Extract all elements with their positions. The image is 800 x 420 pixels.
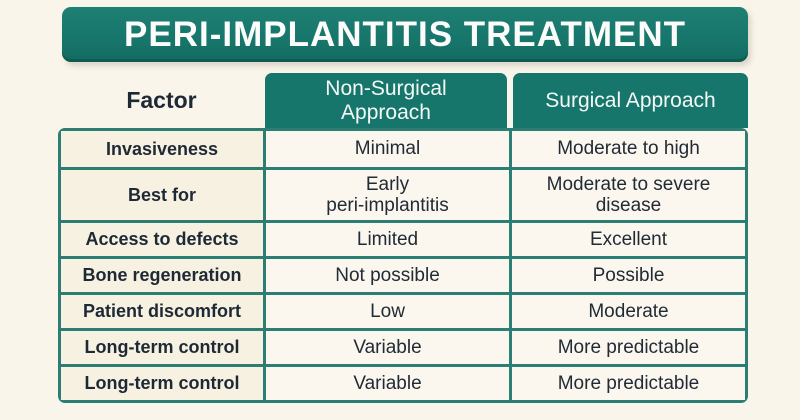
surgical-value-cell: Moderate to high [512, 131, 745, 167]
non-surgical-value-cell: Not possible [266, 259, 509, 292]
non-surgical-value-cell: Limited [266, 223, 509, 256]
surgical-value-cell: More predictable [512, 367, 745, 400]
factor-cell: Long-term control [61, 331, 263, 364]
non-surgical-value-cell: Variable [266, 331, 509, 364]
page-title: PERI-IMPLANTITIS TREATMENT [124, 14, 686, 54]
factor-cell: Best for [61, 170, 263, 220]
non-surgical-value-cell: Early peri-implantitis [266, 170, 509, 220]
surgical-value-cell: Moderate [512, 295, 745, 328]
non-surgical-value-cell: Minimal [266, 131, 509, 167]
factor-cell: Bone regeneration [61, 259, 263, 292]
column-header-surgical: Surgical Approach [513, 73, 748, 128]
comparison-table: Invasiveness Minimal Moderate to high Be… [58, 128, 748, 403]
title-banner: PERI-IMPLANTITIS TREATMENT [62, 7, 748, 62]
column-header-non-surgical: Non-Surgical Approach [265, 73, 507, 128]
factor-cell: Long-term control [61, 367, 263, 400]
surgical-value-cell: More predictable [512, 331, 745, 364]
factor-cell: Patient discomfort [61, 295, 263, 328]
factor-cell: Invasiveness [61, 131, 263, 167]
surgical-value-cell: Excellent [512, 223, 745, 256]
surgical-value-cell: Moderate to severe disease [512, 170, 745, 220]
non-surgical-value-cell: Low [266, 295, 509, 328]
column-header-factor: Factor [126, 87, 197, 113]
non-surgical-value-cell: Variable [266, 367, 509, 400]
surgical-value-cell: Possible [512, 259, 745, 292]
factor-cell: Access to defects [61, 223, 263, 256]
